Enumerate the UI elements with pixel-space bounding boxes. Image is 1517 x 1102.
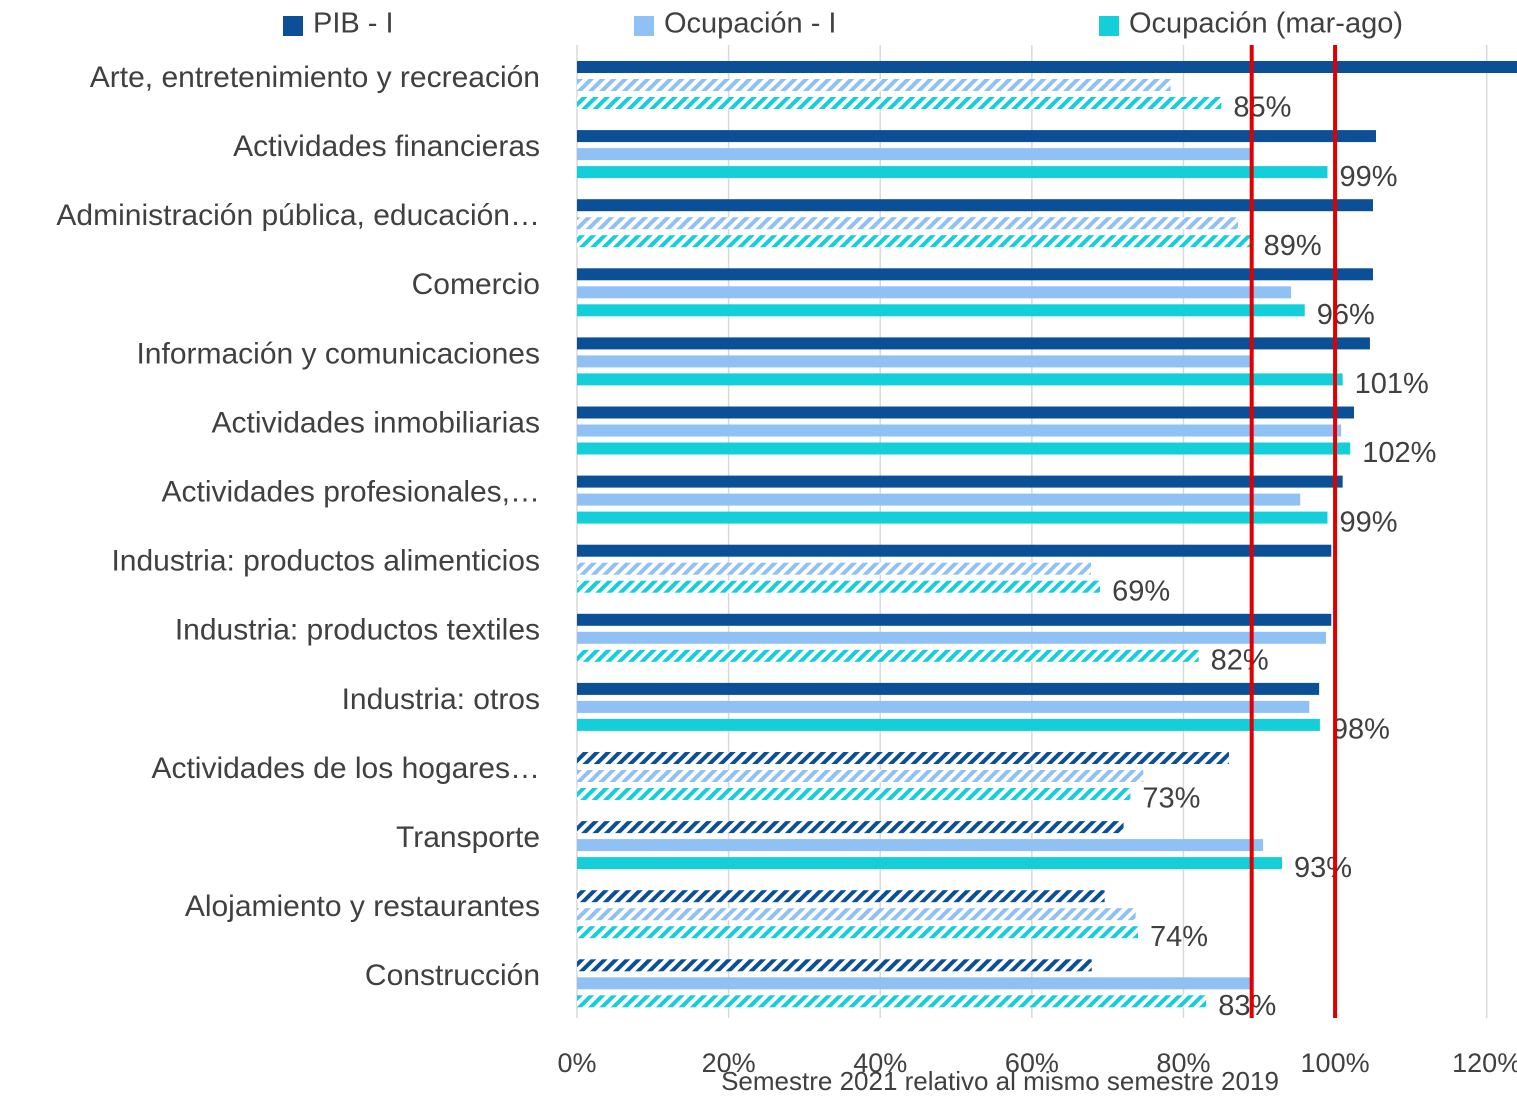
bar — [577, 493, 1301, 506]
category-label: Industria: productos alimenticios — [111, 545, 540, 578]
legend-label: Ocupación - I — [664, 8, 836, 40]
bar — [577, 217, 1239, 230]
category-label: Arte, entretenimiento y recreación — [90, 61, 540, 94]
bar — [577, 511, 1328, 524]
category-label: Transporte — [396, 821, 540, 854]
bar — [577, 682, 1320, 695]
bar — [577, 355, 1252, 368]
bar — [577, 613, 1332, 626]
data-label: 74% — [1150, 921, 1208, 953]
data-label: 69% — [1112, 575, 1170, 607]
category-label: Industria: otros — [342, 683, 540, 716]
category-label: Actividades profesionales,… — [161, 476, 540, 509]
bar — [577, 631, 1326, 644]
bar — [577, 235, 1252, 248]
bar — [577, 79, 1171, 91]
category-label: Comercio — [412, 268, 540, 301]
x-tick-label: 80% — [1156, 1048, 1210, 1078]
bar — [577, 286, 1292, 299]
bar — [577, 857, 1282, 870]
data-label: 99% — [1339, 161, 1397, 193]
bar — [577, 544, 1332, 557]
bar — [577, 148, 1252, 161]
x-tick-label: 120% — [1452, 1048, 1517, 1078]
bar — [577, 977, 1252, 990]
bar — [577, 580, 1101, 593]
x-tick-label: 20% — [702, 1048, 756, 1078]
data-label: 96% — [1317, 299, 1375, 331]
bar — [577, 406, 1355, 419]
data-label: 102% — [1362, 437, 1436, 469]
legend-label: Ocupación (mar-ago) — [1129, 8, 1403, 40]
bar — [577, 562, 1091, 575]
bar — [577, 442, 1351, 455]
bar — [577, 373, 1343, 386]
bar — [577, 304, 1305, 317]
bar — [577, 908, 1136, 921]
bar — [577, 821, 1124, 834]
x-tick-label: 0% — [557, 1048, 596, 1078]
bar — [577, 839, 1264, 852]
category-label: Actividades financieras — [233, 130, 540, 163]
bar — [577, 166, 1328, 179]
data-label: 85% — [1233, 92, 1291, 124]
x-tick-label: 40% — [853, 1048, 907, 1078]
category-label: Industria: productos textiles — [175, 614, 540, 647]
bar — [577, 995, 1207, 1008]
data-label: 73% — [1142, 783, 1200, 815]
bar — [577, 337, 1370, 350]
category-label: Administración pública, educación… — [56, 199, 540, 232]
data-label: 99% — [1339, 506, 1397, 538]
bar — [577, 700, 1310, 713]
legend-label: PIB - I — [313, 8, 394, 40]
category-label: Construcción — [365, 959, 540, 992]
bar — [577, 890, 1105, 903]
x-tick-label: 60% — [1005, 1048, 1059, 1078]
bar — [577, 199, 1373, 212]
bar — [577, 788, 1131, 800]
bar — [577, 475, 1343, 488]
bar — [577, 424, 1342, 437]
category-label: Alojamiento y restaurantes — [185, 890, 540, 923]
category-label: Actividades de los hogares… — [151, 752, 540, 785]
data-label: 93% — [1294, 852, 1352, 884]
category-label: Información y comunicaciones — [136, 337, 540, 370]
x-tick-label: 100% — [1301, 1048, 1370, 1078]
bar — [577, 770, 1144, 782]
category-label: Actividades inmobiliarias — [212, 406, 540, 439]
data-label: 82% — [1211, 644, 1269, 676]
data-label: 83% — [1218, 990, 1276, 1022]
data-label: 89% — [1264, 230, 1322, 262]
bar — [577, 268, 1373, 281]
bar — [577, 97, 1222, 109]
bar — [577, 752, 1229, 764]
legend-swatch — [634, 16, 654, 36]
bar — [577, 649, 1199, 662]
bar — [577, 959, 1092, 972]
bar — [577, 130, 1376, 143]
data-label: 98% — [1332, 714, 1390, 746]
legend-swatch — [1099, 16, 1119, 36]
legend-swatch — [283, 16, 303, 36]
data-label: 101% — [1355, 368, 1429, 400]
bar — [577, 718, 1320, 731]
bar — [577, 926, 1138, 939]
bar — [577, 61, 1517, 73]
x-axis-title: Semestre 2021 relativo al mismo semestre… — [721, 1066, 1279, 1096]
